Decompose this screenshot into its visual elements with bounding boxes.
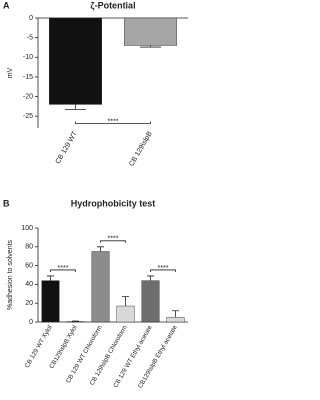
error-bar [47,275,54,281]
error-bar [97,246,104,252]
error-bar [140,45,161,48]
y-tick-label: -20 [23,93,33,100]
y-tick-label: -10 [23,54,33,61]
panel-label: A [3,0,10,10]
y-tick-label: 100 [21,225,33,232]
significance-label: **** [158,265,169,272]
y-tick-label: 40 [25,281,33,288]
y-axis-label: mV [7,67,14,78]
bar [91,251,110,323]
y-tick-label: 20 [25,300,33,307]
panel-label: B [3,198,10,208]
bar [116,305,135,323]
x-tick-label: CB 129 WT Xylol [24,324,54,369]
bar [41,280,60,323]
y-tick-label: -25 [23,113,33,120]
significance-bracket [100,240,126,243]
error-bar [122,296,129,307]
bar [141,280,160,323]
y-tick-label: 0 [29,319,33,326]
significance-bracket [75,121,151,124]
y-tick-label: 80 [25,244,33,251]
error-bar [147,275,154,281]
y-tick-label: -15 [23,74,33,81]
chart-title: ζ-Potential [90,0,135,10]
y-tick-label: 60 [25,262,33,269]
significance-bracket [150,269,176,272]
bar [166,317,185,323]
significance-label: **** [108,118,119,125]
chart-title: Hydrophobicity test [71,198,156,208]
significance-bracket [50,269,76,272]
error-bar [172,310,179,318]
bar [49,17,102,105]
y-tick-label: -5 [27,34,33,41]
y-tick-label: 0 [29,15,33,22]
y-axis-label: %adhesion to solvents [7,239,14,310]
bar [124,17,177,46]
x-tick-label: CB 129\slpB [128,130,154,167]
significance-label: **** [58,265,69,272]
significance-label: **** [108,236,119,243]
x-tick-label: CB 129 WT [55,130,80,165]
error-bar [65,104,86,110]
